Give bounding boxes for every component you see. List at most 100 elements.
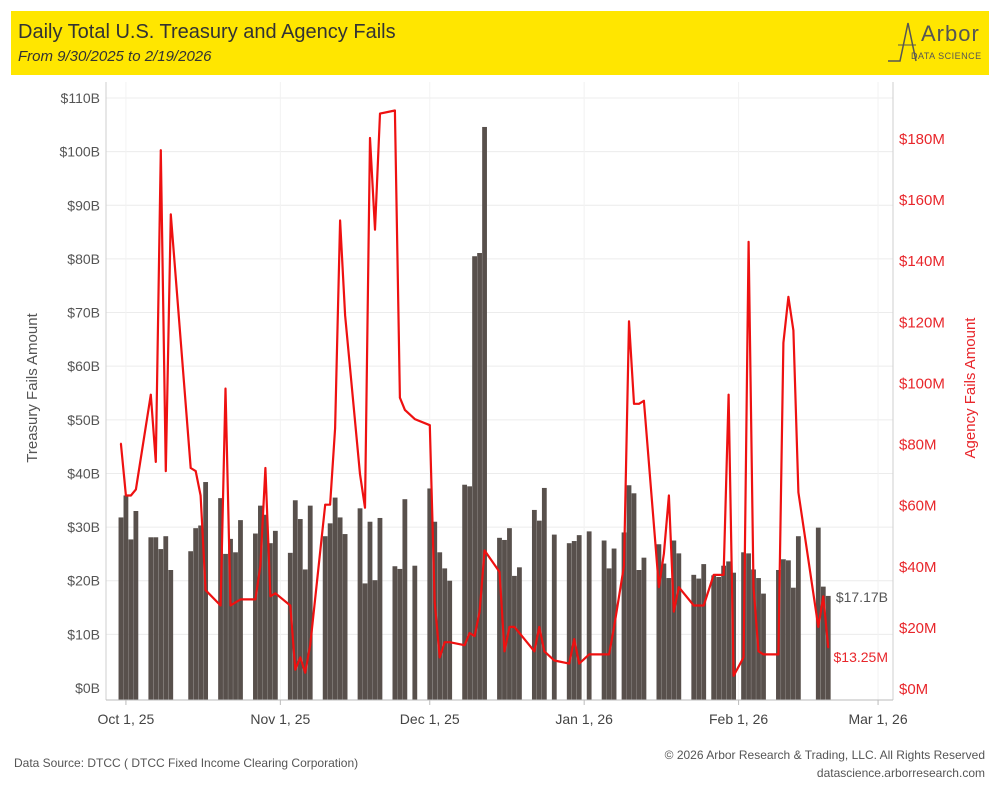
treasury-bar bbox=[701, 564, 707, 700]
agency-point bbox=[254, 598, 257, 601]
treasury-bar bbox=[272, 530, 278, 700]
agency-point bbox=[712, 574, 715, 576]
agency-point bbox=[379, 112, 381, 115]
agency-point bbox=[463, 644, 466, 647]
agency-point bbox=[229, 604, 232, 607]
y-left-tick-label: $110B bbox=[61, 90, 100, 106]
treasury-bar bbox=[551, 534, 557, 700]
treasury-bar bbox=[442, 568, 448, 700]
agency-point bbox=[289, 604, 292, 607]
agency-point bbox=[608, 653, 610, 656]
treasury-bar bbox=[163, 536, 169, 700]
treasury-bar bbox=[168, 570, 174, 700]
y-right-tick-label: $0M bbox=[899, 681, 928, 698]
agency-point bbox=[448, 641, 451, 644]
treasury-bar bbox=[820, 586, 826, 700]
y-right-tick-label: $120M bbox=[899, 314, 945, 331]
treasury-bar bbox=[233, 552, 238, 700]
agency-point bbox=[169, 213, 172, 216]
agency-point bbox=[269, 595, 272, 598]
y-left-tick-label: $60B bbox=[67, 358, 100, 374]
agency-line bbox=[119, 109, 830, 677]
y-axis-left-title: Treasury Fails Amount bbox=[24, 312, 41, 462]
y-left-tick-label: $30B bbox=[67, 519, 100, 535]
treasury-bar bbox=[691, 574, 697, 700]
agency-point bbox=[777, 653, 780, 656]
treasury-bar bbox=[377, 517, 383, 700]
treasury-bar bbox=[601, 540, 607, 700]
treasury-bar bbox=[427, 488, 433, 700]
treasury-bar bbox=[223, 553, 228, 700]
agency-point bbox=[573, 638, 576, 641]
treasury-bars bbox=[118, 126, 831, 701]
data-source-note: Data Source: DTCC ( DTCC Fixed Income Cl… bbox=[14, 756, 359, 770]
treasury-bar bbox=[302, 569, 308, 700]
agency-point bbox=[817, 625, 820, 628]
agency-point bbox=[259, 564, 262, 567]
agency-point bbox=[164, 470, 167, 472]
treasury-bar bbox=[656, 544, 662, 700]
y-right-tick-label: $180M bbox=[899, 131, 945, 148]
y-right-tick-label: $60M bbox=[899, 498, 937, 515]
treasury-bar bbox=[566, 543, 572, 700]
treasury-bar bbox=[661, 563, 667, 700]
agency-point bbox=[329, 503, 332, 506]
treasury-bar bbox=[327, 523, 333, 700]
agency-point bbox=[309, 644, 312, 647]
treasury-bar bbox=[367, 521, 373, 700]
agency-point bbox=[120, 442, 122, 445]
agency-point bbox=[702, 604, 705, 607]
logo-subtitle: DATA SCIENCE bbox=[911, 51, 982, 61]
treasury-bar bbox=[153, 537, 159, 700]
agency-point bbox=[199, 494, 202, 497]
agency-point bbox=[827, 646, 830, 649]
x-tick-label: Oct 1, 25 bbox=[98, 711, 155, 727]
agency-point bbox=[483, 549, 486, 552]
treasury-bar bbox=[362, 583, 368, 700]
treasury-bar bbox=[307, 505, 313, 700]
agency-point bbox=[747, 240, 750, 243]
website-link[interactable]: datascience.arborresearch.com bbox=[816, 766, 985, 780]
agency-point bbox=[304, 671, 307, 674]
agency-point bbox=[518, 632, 521, 634]
treasury-bar bbox=[357, 508, 363, 700]
chart-subtitle: From 9/30/2025 to 2/19/2026 bbox=[18, 48, 212, 65]
chart-header: Daily Total U.S. Treasury and Agency Fai… bbox=[11, 11, 989, 75]
treasury-bar bbox=[267, 543, 273, 700]
y-left-tick-label: $40B bbox=[67, 465, 100, 481]
agency-point bbox=[239, 598, 242, 601]
agency-point bbox=[543, 650, 546, 653]
treasury-bar bbox=[412, 565, 418, 700]
treasury-bar bbox=[447, 580, 453, 700]
treasury-bar bbox=[621, 532, 627, 700]
agency-point bbox=[672, 610, 675, 613]
agency-point bbox=[657, 586, 660, 589]
treasury-bar bbox=[402, 499, 408, 700]
y-right-tick-label: $160M bbox=[899, 192, 945, 209]
y-left-tick-label: $50B bbox=[67, 412, 100, 428]
agency-point bbox=[339, 219, 342, 222]
x-tick-label: Dec 1, 25 bbox=[400, 711, 460, 727]
arbor-logo: Arbor DATA SCIENCE bbox=[886, 15, 986, 71]
copyright-text: © 2026 Arbor Research & Trading, LLC. Al… bbox=[664, 748, 985, 762]
agency-point bbox=[757, 650, 760, 653]
agency-point bbox=[294, 668, 297, 671]
treasury-bar bbox=[133, 511, 139, 700]
treasury-bar bbox=[785, 560, 791, 700]
agency-point bbox=[503, 650, 506, 653]
treasury-bar bbox=[332, 497, 338, 700]
treasury-bar bbox=[238, 520, 243, 700]
agency-point bbox=[513, 625, 516, 628]
agency-point bbox=[787, 295, 790, 298]
treasury-bar bbox=[815, 527, 821, 700]
agency-point bbox=[792, 329, 795, 332]
agency-point bbox=[204, 589, 207, 592]
treasury-bar bbox=[631, 493, 637, 700]
agency-point bbox=[194, 470, 197, 472]
treasury-bar bbox=[258, 505, 263, 700]
agency-point bbox=[364, 506, 366, 509]
treasury-bar bbox=[666, 578, 672, 700]
agency-point bbox=[568, 662, 571, 665]
treasury-bar bbox=[761, 593, 766, 700]
agency-point bbox=[234, 601, 237, 604]
